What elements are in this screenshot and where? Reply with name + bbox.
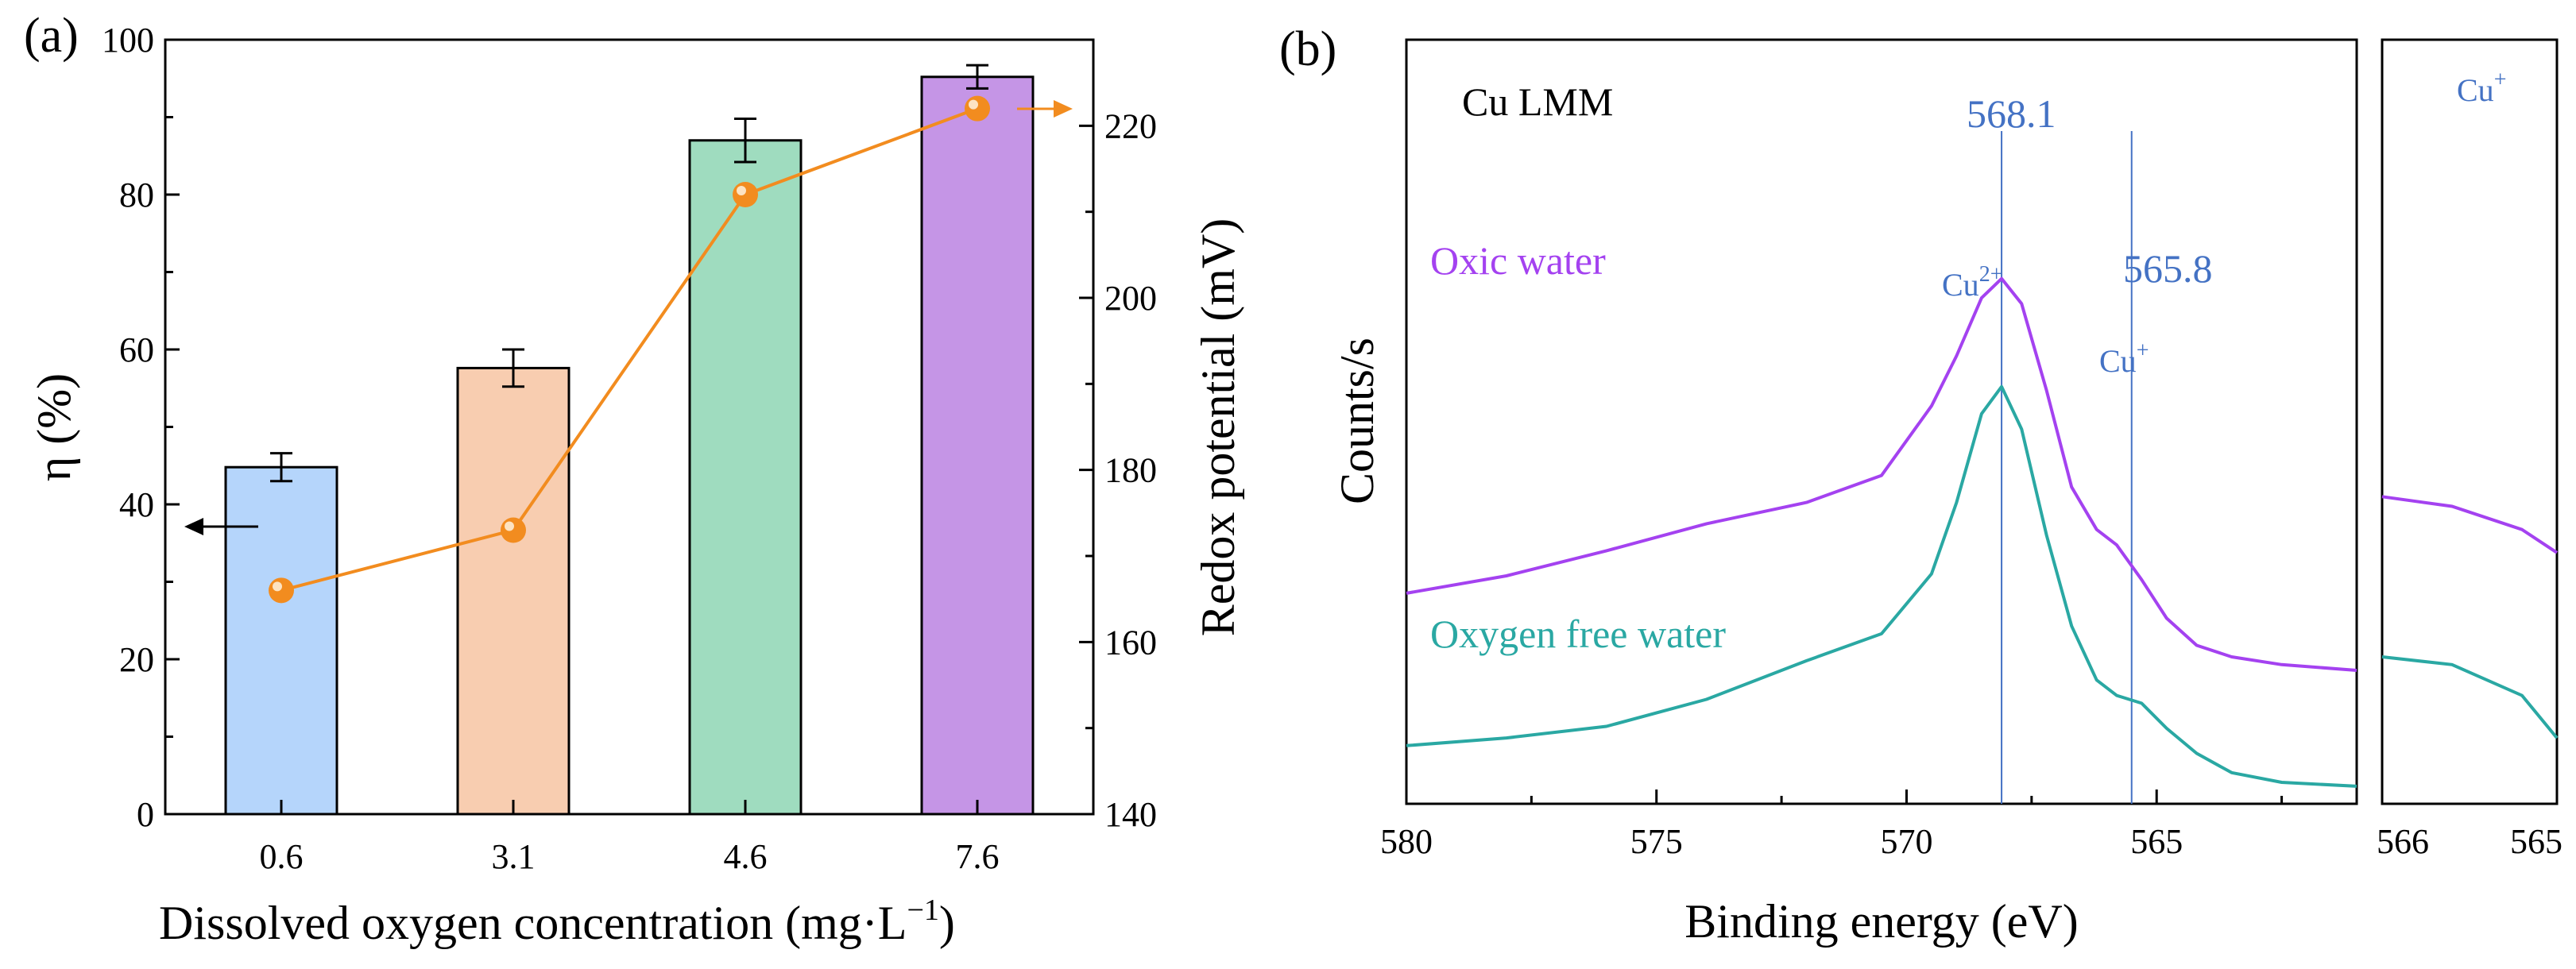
x-axis-title-sup: −1 [907, 894, 938, 927]
right-axis-arrow-head [1054, 100, 1073, 118]
right-y-tick-label: 140 [1104, 795, 1157, 834]
inset-x-tick-label: 566 [2377, 822, 2429, 861]
b-y-axis-title: Counts/s [1331, 338, 1383, 504]
inset-cu1-label: Cu+ [2457, 68, 2506, 108]
cu2-label: Cu2+ [1942, 262, 2002, 303]
redox-line [280, 106, 978, 593]
x-tick-label: 4.6 [724, 837, 768, 876]
plot-title-cu-lmm: Cu LMM [1462, 79, 1613, 124]
x-axis-title-end: ) [939, 897, 955, 949]
bar-4.6 [688, 139, 803, 816]
redox-point-4.6 [733, 182, 758, 207]
error-bars [270, 64, 988, 483]
cu1-label-base: Cu [2099, 343, 2137, 379]
panel-a: (a) 0 20 40 60 80 100 140 160 180 200 220 0.6 3.1 4… [24, 9, 1244, 949]
left-y-tick-label: 20 [119, 640, 154, 679]
peak-label-565-8: 565.8 [2123, 246, 2213, 291]
cu1-label-sup: + [2137, 338, 2149, 363]
redox-point-highlight [737, 186, 746, 195]
peak-guide-lines [2001, 131, 2133, 804]
panel-b: (b) Cu LMM 580 575 570 565 566 565 568.1 565… [1279, 22, 2562, 948]
redox-point-0.6 [269, 577, 294, 604]
right-y-ticks: 140 160 180 200 220 [1079, 106, 1157, 834]
bar-0.6 [224, 465, 338, 816]
x-ticks: 0.6 3.1 4.6 7.6 [260, 800, 1000, 876]
inset-curve-oxygen-free-water [2381, 655, 2559, 739]
right-y-axis-title: Redox potential (mV) [1192, 218, 1244, 637]
redox-point-highlight [505, 521, 514, 531]
inset-curves [2381, 495, 2559, 739]
right-y-tick-label: 220 [1104, 106, 1157, 145]
bar-3.1 [456, 366, 571, 816]
inset-x-ticks: 566 565 [2377, 793, 2562, 861]
bar-7.6 [920, 75, 1035, 816]
legend-oxic-water: Oxic water [1430, 238, 1606, 283]
b-x-axis-title: Binding energy (eV) [1684, 895, 2078, 948]
right-y-tick-label: 160 [1104, 623, 1157, 662]
cu2-label-base: Cu [1942, 267, 1979, 303]
redox-point-highlight [969, 99, 978, 110]
cu1-label: Cu+ [2099, 338, 2149, 379]
inset-curve-oxic-water [2381, 495, 2559, 554]
b-x-tick-label: 570 [1880, 822, 1932, 861]
panel-a-label: (a) [24, 9, 79, 63]
inset-frame [2381, 38, 2559, 805]
panel-b-label: (b) [1279, 22, 1336, 76]
curve-oxic-water [1406, 276, 2357, 672]
left-y-tick-label: 40 [119, 485, 154, 524]
binding-energy-ticks: 580 575 570 565 [1380, 789, 2284, 861]
peak-label-568-1: 568.1 [1967, 91, 2056, 136]
inset-x-tick-label: 565 [2510, 822, 2562, 861]
left-y-tick-label: 80 [119, 176, 154, 214]
left-axis-arrow-head [184, 518, 203, 535]
x-tick-label: 0.6 [260, 837, 304, 876]
redox-line-series [269, 95, 990, 604]
curve-oxygen-free-water [1406, 384, 2357, 788]
b-x-tick-label: 580 [1380, 822, 1433, 861]
x-tick-label: 7.6 [956, 837, 1000, 876]
cu2-label-sup: 2+ [1979, 262, 2003, 287]
redox-point-3.1 [501, 517, 526, 543]
x-tick-label: 3.1 [492, 837, 536, 876]
inset-cu1-label-base: Cu [2457, 72, 2494, 108]
b-x-tick-label: 575 [1630, 822, 1683, 861]
bars [224, 75, 1035, 816]
right-y-tick-label: 180 [1104, 451, 1157, 490]
panel-b-frame [1405, 38, 2358, 805]
b-x-tick-label: 565 [2130, 822, 2183, 861]
left-y-tick-label: 60 [119, 330, 154, 369]
right-y-tick-label: 200 [1104, 279, 1157, 318]
x-axis-title: Dissolved oxygen concentration (mg·L−1) [159, 894, 955, 949]
inset-cu1-label-sup: + [2494, 68, 2507, 92]
x-axis-title-main: Dissolved oxygen concentration (mg·L [159, 897, 907, 949]
left-y-ticks: 0 20 40 60 80 100 [102, 21, 180, 834]
redox-point-highlight [273, 581, 282, 592]
left-y-tick-label: 100 [102, 21, 154, 60]
left-y-tick-label: 0 [137, 795, 154, 834]
xps-curves [1406, 276, 2357, 788]
left-y-axis-title: η (%) [28, 373, 80, 481]
legend-oxygen-free-water: Oxygen free water [1430, 612, 1726, 656]
redox-point-7.6 [965, 95, 990, 122]
